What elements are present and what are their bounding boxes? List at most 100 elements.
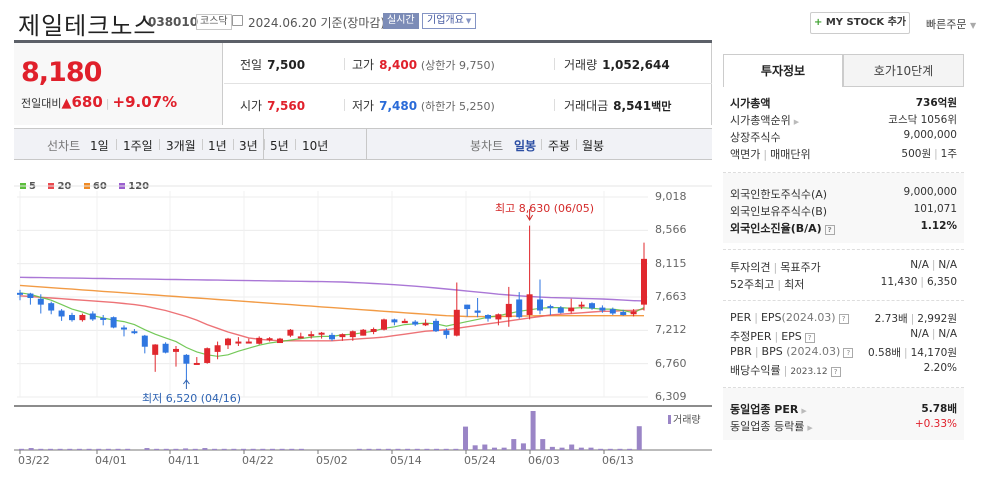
line-period-3m[interactable]: 3개월 <box>166 139 196 153</box>
par-unit-label: 액면가 | 매매단위 <box>730 146 811 162</box>
change-percent: +9.07% <box>112 93 178 111</box>
my-stock-add-button[interactable]: + MY STOCK 추가 <box>810 12 910 34</box>
value-text: N/A <box>938 328 957 340</box>
market-cap-section: 시가총액 736억원 시가총액순위 ▶ 코스닥 1056위 상장주식수 9,000,00… <box>723 94 964 162</box>
x-axis-tick: 06/13 <box>602 454 634 467</box>
divider <box>541 139 542 150</box>
divider: | <box>934 148 938 160</box>
label-text: 액면가 <box>730 148 761 161</box>
divider: | <box>931 259 936 271</box>
stock-chart[interactable]: 9,018 8,566 8,115 7,663 7,212 6,760 6,309 03/2… <box>0 185 712 481</box>
divider <box>344 99 345 111</box>
par-unit-value: 500원 | 1주 <box>901 146 957 161</box>
sector-section: 동일업종 PER ▶ 5.78배 동일업종 등락률 ▶ +0.33% <box>723 388 964 440</box>
foreign-ratio-label: 외국인소진율(B/A)? <box>730 220 835 236</box>
x-axis-tick: 05/02 <box>316 454 348 467</box>
line-period-1y[interactable]: 1년 <box>208 139 227 153</box>
listed-shares-label: 상장주식수 <box>730 131 781 144</box>
sector-change-row[interactable]: 동일업종 등락률 ▶ +0.33% <box>723 417 964 434</box>
divider: | <box>763 148 768 161</box>
divider: | <box>910 313 915 325</box>
x-axis-tick: 06/03 <box>528 454 560 467</box>
market-cap-rank-row[interactable]: 시가총액순위 ▶ 코스닥 1056위 <box>723 111 964 128</box>
line-period-10y[interactable]: 10년 <box>302 139 329 153</box>
opinion-section: 투자의견 | 목표주가 N/A | N/A 52주최고 | 최저 11,430 | 6,350 <box>723 258 964 292</box>
sector-per-row[interactable]: 동일업종 PER ▶ 5.78배 <box>723 400 964 417</box>
quick-order-dropdown[interactable]: 빠른주문 ▼ <box>926 16 976 32</box>
pbr-row: PBR | BPS (2024.03)? 0.58배 | 14,170원 <box>723 344 964 361</box>
change-label: 전일대비 <box>21 97 62 110</box>
value-text: 6,350 <box>926 276 957 288</box>
line-period-3y[interactable]: 3년 <box>239 139 258 153</box>
x-axis-tick: 04/22 <box>242 454 274 467</box>
current-price-box: 8,180 전일대비▲680 | +9.07% <box>14 43 223 125</box>
help-icon[interactable]: ? <box>843 348 854 358</box>
candle-period-weekly[interactable]: 주봉 <box>548 139 571 153</box>
sector-change-value: +0.33% <box>914 418 957 430</box>
low-value: 7,480 <box>379 99 418 113</box>
header-divider <box>14 40 712 43</box>
high-annotation: 최고 8,630 (06/05) <box>495 202 595 215</box>
quote-row-2: 시가 7,560 저가 7,480 (하한가 5,250) 거래대금 8,541백만 <box>224 84 712 125</box>
volume: 거래량 1,052,644 <box>564 56 670 73</box>
stock-code: 038010 <box>148 15 199 29</box>
foreign-limit-value: 9,000,000 <box>903 186 957 198</box>
foreign-hold-value: 101,071 <box>913 203 957 215</box>
help-icon[interactable]: ? <box>804 333 815 343</box>
label-text: 투자의견 <box>730 261 771 274</box>
chevron-right-icon: ▶ <box>807 424 813 432</box>
y-axis-tick: 7,663 <box>655 290 687 303</box>
line-period-5y[interactable]: 5년 <box>270 139 289 153</box>
prev-close: 전일 7,500 <box>240 56 305 73</box>
tab-order-book-10[interactable]: 호가10단계 <box>843 54 964 87</box>
label-text: BPS <box>761 345 783 358</box>
company-overview-dropdown[interactable]: 기업개요 ▼ <box>422 13 477 29</box>
market-cap-row: 시가총액 736억원 <box>723 94 964 111</box>
period-text: (2024.03) <box>786 345 841 358</box>
realtime-button[interactable]: 실시간 <box>383 13 419 29</box>
tab-investment-info[interactable]: 투자정보 <box>723 54 843 87</box>
value-text: 0.58배 <box>868 347 902 359</box>
x-axis-tick: 03/22 <box>18 454 50 467</box>
listed-shares-row: 상장주식수 9,000,000 <box>723 128 964 145</box>
sector-change-label: 동일업종 등락률 ▶ <box>730 418 813 434</box>
market-cap-rank-value: 코스닥 1056위 <box>888 114 957 126</box>
trade-amount: 거래대금 8,541백만 <box>564 97 671 114</box>
label-text: EPS <box>760 311 782 324</box>
value-text: 1주 <box>940 148 957 160</box>
label-text: 동일업종 등락률 <box>730 420 805 433</box>
foreign-limit-label: 외국인한도주식수(A) <box>730 188 828 201</box>
dividend-value: 2.20% <box>923 362 957 374</box>
divider: | <box>773 261 778 274</box>
line-period-1w[interactable]: 1주일 <box>123 139 153 153</box>
opinion-value: N/A | N/A <box>910 259 957 271</box>
candle-period-daily[interactable]: 일봉 <box>514 139 537 153</box>
chevron-right-icon: ▶ <box>793 118 800 126</box>
volume-swatch <box>668 415 671 424</box>
open-value: 7,560 <box>267 99 306 113</box>
value-text: 2.73배 <box>874 313 908 325</box>
y-axis-tick: 6,760 <box>655 356 687 370</box>
help-icon[interactable]: ? <box>824 225 835 235</box>
opinion-row: 투자의견 | 목표주가 N/A | N/A <box>723 258 964 275</box>
value-text: 14,170원 <box>910 347 957 359</box>
base-date: 2024.06.20 기준(장마감) <box>248 16 386 30</box>
market-cap-label: 시가총액 <box>730 97 771 110</box>
divider <box>366 129 367 159</box>
open-price: 시가 7,560 <box>240 97 305 114</box>
est-per-row: 추정PER | EPS? N/A | N/A <box>723 327 964 344</box>
amount-label: 거래대금 <box>564 99 609 113</box>
per-value: 2.73배 | 2,992원 <box>875 311 957 326</box>
divider: | <box>774 330 779 343</box>
candle-chart-label: 봉차트 <box>470 139 504 153</box>
label-text: EPS <box>781 330 802 343</box>
divider <box>233 139 234 150</box>
candle-period-monthly[interactable]: 월봉 <box>582 139 605 153</box>
volume-label: 거래량 <box>564 58 598 72</box>
line-period-1d[interactable]: 1일 <box>90 139 109 153</box>
amount-value: 8,541 <box>613 99 652 113</box>
help-icon[interactable]: ? <box>838 314 849 324</box>
x-axis-tick: 04/11 <box>168 454 200 467</box>
help-icon[interactable]: ? <box>830 367 841 377</box>
divider <box>116 139 117 150</box>
